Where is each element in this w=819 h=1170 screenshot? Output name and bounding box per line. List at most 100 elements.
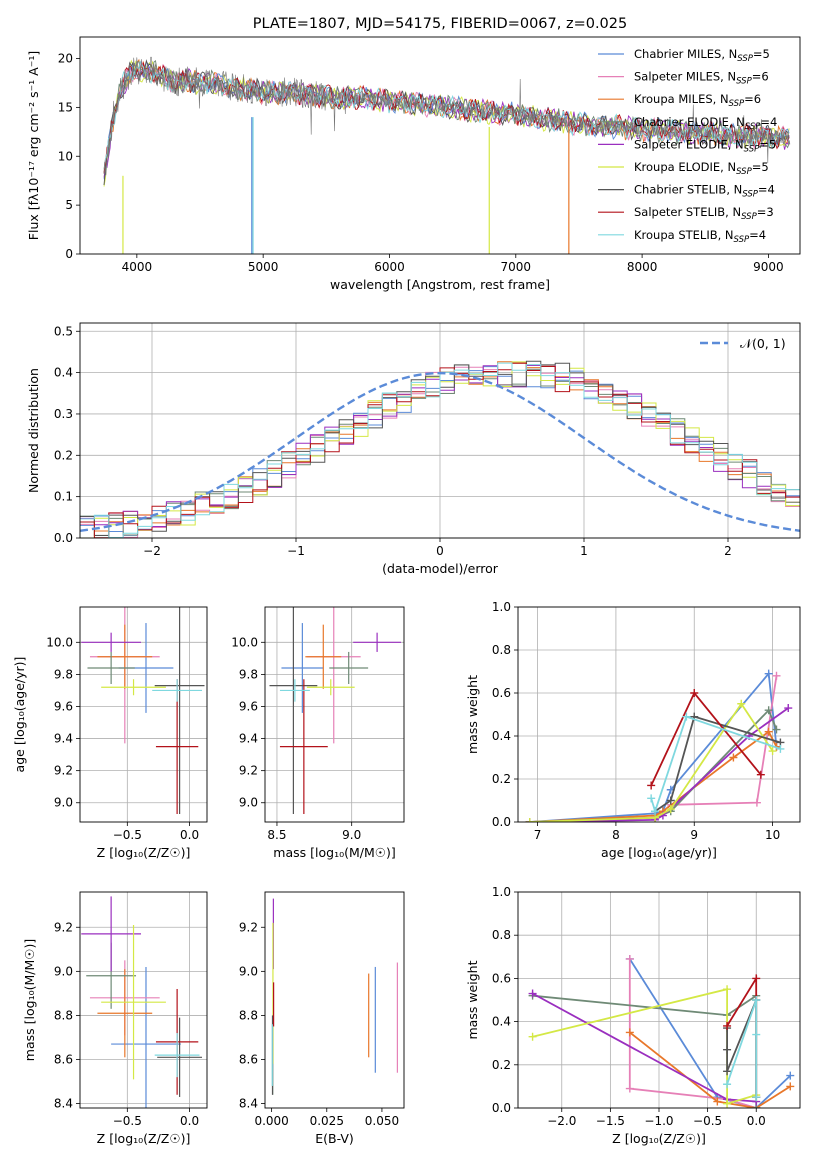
x-tick-label: 0.0 [747,1114,766,1128]
y-tick-label: 0.4 [492,729,511,743]
legend-label-suffix: =4 [758,183,775,197]
legend-label: Kroupa STELIB, NSSP=4 [634,228,766,245]
y-tick-label: 9.0 [239,796,258,810]
panel-residuals: −2 −1 0 1 2 0.0 0.1 0.2 0.3 0.4 0.5 (data-model)/er… [26,322,801,576]
plot-area [528,954,795,1108]
legend-label: Kroupa MILES, NSSP=6 [634,92,761,109]
weight-marker [525,818,534,822]
legend-label-main: Salpeter ELODIE, N [634,137,744,151]
weight-marker [666,805,675,814]
weight-marker [752,798,761,807]
weight-marker [625,1028,634,1037]
legend-label-main: Kroupa STELIB, N [634,228,734,242]
weight-line [650,715,781,815]
x-tick-label: 0.0 [180,828,199,842]
y-axis-label: mass [log₁₀(M/M☉)] [22,939,37,1061]
legend-label-sub: SSP [745,122,761,132]
x-tick-label: 0.025 [310,1114,344,1128]
y-tick-label: 0.4 [54,366,73,380]
y-tick-label: 10.0 [46,635,73,649]
weight-line [726,999,758,1072]
y-axis-label: mass weight [465,960,480,1039]
x-tick-label: 8 [612,828,620,842]
y-tick-label: 9.2 [239,920,258,934]
y-tick-label: 0.8 [492,928,511,942]
legend-label: 𝒩(0, 1) [740,336,786,351]
weight-marker [723,1080,732,1089]
y-tick-label: 9.6 [239,699,258,713]
legend-label-main: Chabrier MILES, N [634,47,737,61]
x-tick-label: 0.0 [180,1114,199,1128]
x-tick-label: 4000 [122,260,153,274]
residual-histogram [80,362,800,538]
chart-title: PLATE=1807, MJD=54175, FIBERID=0067, z=0… [253,16,627,32]
y-tick-label: 0.2 [54,448,73,462]
weight-marker [729,753,738,762]
weight-marker [713,1097,722,1106]
weight-line [628,959,757,1108]
plot-area [81,896,203,1108]
y-tick-label: 15 [58,100,73,114]
legend-label-suffix: =5 [752,160,769,174]
y-tick-label: 0.0 [54,531,73,545]
x-axis-label: (data-model)/error [382,561,499,576]
y-tick-label: 0.0 [492,815,511,829]
y-tick-label: 0.8 [492,643,511,657]
x-tick-label: 9.0 [342,828,361,842]
x-tick-label: −1.0 [644,1114,673,1128]
plot-area [103,56,791,254]
legend-label: Salpeter STELIB, NSSP=3 [634,205,774,222]
x-axis-label: E(B-V) [315,1131,354,1146]
y-tick-label: 0.6 [492,686,511,700]
residual-histogram [80,362,800,538]
weight-marker [764,727,773,736]
weight-line [726,999,758,1098]
y-tick-label: 8.4 [54,1097,73,1111]
legend-label-main: Chabrier STELIB, N [634,183,742,197]
weight-marker [723,1045,732,1054]
plot-area [80,360,800,538]
weight-marker [528,1032,537,1041]
legend-label-suffix: =4 [749,228,766,242]
y-tick-label: 0.5 [54,324,73,338]
x-tick-label: −0.5 [693,1114,722,1128]
legend-label-main: Kroupa MILES, N [634,92,729,106]
legend-label: Salpeter ELODIE, NSSP=5 [634,137,776,154]
x-tick-label: −2 [143,544,161,558]
y-tick-label: 0.0 [492,1101,511,1115]
legend-label-suffix: =5 [753,47,770,61]
legend: 𝒩(0, 1) [700,336,786,351]
observed-spectrum [103,56,791,176]
weight-marker [764,706,773,715]
legend-label: Chabrier ELODIE, NSSP=4 [634,115,777,132]
residual-histogram [80,361,800,538]
x-tick-label: 2 [724,544,732,558]
weight-marker [666,796,675,805]
axes-frame [79,322,801,539]
axes-frame [264,606,405,823]
legend-label-sub: SSP [744,144,760,154]
legend-label-suffix: =5 [759,137,776,151]
legend-label-sub: SSP [734,235,750,245]
plot-area [81,607,205,814]
x-tick-label: 6000 [374,260,405,274]
panel-age_vs_mass: 8.5 9.0 9.0 9.2 9.4 9.6 9.8 10.0 mass [log₁₀(M/M… [231,606,405,860]
axes-frame [517,891,801,1109]
weight-marker [784,704,793,713]
legend-label-sub: SSP [737,54,753,64]
x-tick-label: 0.050 [365,1114,399,1128]
y-tick-label: 5 [65,198,73,212]
weight-marker [723,985,732,994]
y-tick-label: 9.8 [239,667,258,681]
x-tick-label: 0.000 [254,1114,288,1128]
model-spectrum [103,59,790,186]
y-tick-label: 8.8 [54,1008,73,1022]
plot-area [269,607,402,814]
panel-mass_vs_ebv: 0.000 0.025 0.050 8.4 8.6 8.8 9.0 9.2 E(B-V) [239,891,405,1146]
weight-marker [625,1084,634,1093]
y-tick-label: 10 [58,149,73,163]
weight-marker [786,1071,795,1080]
x-tick-label: −0.5 [113,1114,142,1128]
